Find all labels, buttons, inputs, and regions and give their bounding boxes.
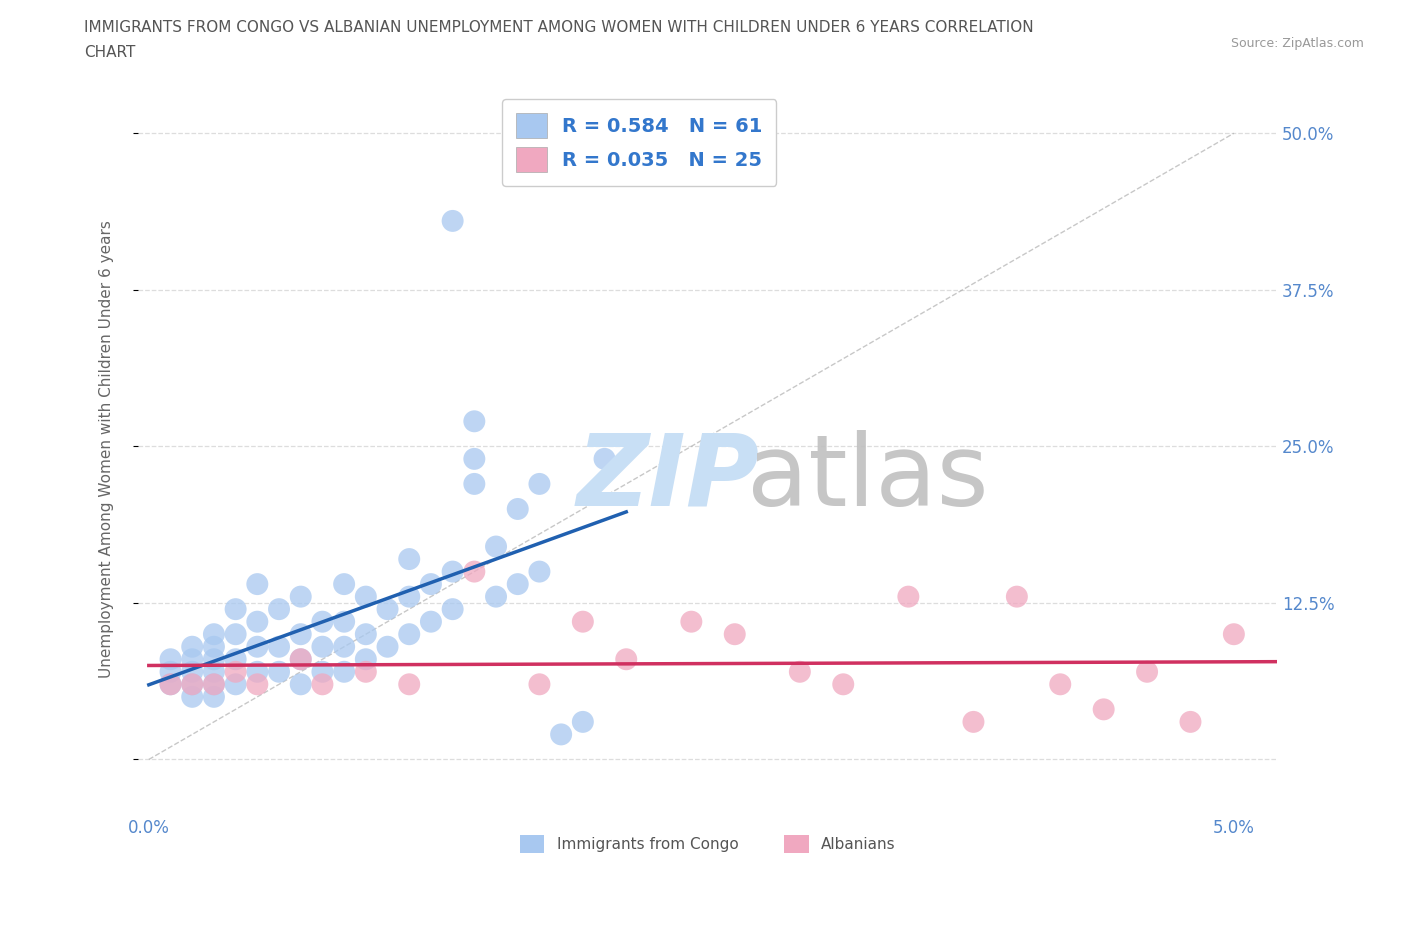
Point: [159, 677, 181, 692]
Point: [181, 677, 204, 692]
Point: [181, 652, 204, 667]
Point: [789, 664, 811, 679]
Point: [1223, 627, 1246, 642]
Point: [181, 639, 204, 654]
Point: [290, 590, 312, 604]
Point: [398, 551, 420, 566]
Point: [506, 577, 529, 591]
Point: [419, 577, 441, 591]
Point: [529, 565, 551, 579]
Point: [246, 677, 269, 692]
Point: [354, 664, 377, 679]
Point: [267, 602, 290, 617]
Point: [159, 677, 181, 692]
Point: [290, 652, 312, 667]
Point: [572, 714, 595, 729]
Point: [311, 677, 333, 692]
Text: IMMIGRANTS FROM CONGO VS ALBANIAN UNEMPLOYMENT AMONG WOMEN WITH CHILDREN UNDER 6: IMMIGRANTS FROM CONGO VS ALBANIAN UNEMPL…: [84, 20, 1033, 35]
Point: [267, 639, 290, 654]
Point: [159, 652, 181, 667]
Point: [1092, 702, 1115, 717]
Point: [354, 652, 377, 667]
Point: [832, 677, 855, 692]
Point: [333, 614, 356, 629]
Point: [181, 664, 204, 679]
Point: [377, 639, 399, 654]
Point: [225, 677, 247, 692]
Point: [441, 214, 464, 229]
Point: [181, 677, 204, 692]
Point: [202, 664, 225, 679]
Point: [354, 627, 377, 642]
Point: [1136, 664, 1159, 679]
Point: [506, 501, 529, 516]
Point: [202, 689, 225, 704]
Point: [181, 689, 204, 704]
Point: [333, 639, 356, 654]
Point: [225, 627, 247, 642]
Point: [463, 414, 485, 429]
Point: [1180, 714, 1202, 729]
Point: [333, 577, 356, 591]
Text: atlas: atlas: [748, 430, 990, 526]
Point: [311, 664, 333, 679]
Point: [202, 652, 225, 667]
Text: CHART: CHART: [84, 45, 136, 60]
Point: [485, 590, 508, 604]
Point: [225, 664, 247, 679]
Point: [225, 602, 247, 617]
Point: [441, 565, 464, 579]
Point: [202, 639, 225, 654]
Point: [550, 727, 572, 742]
Point: [593, 451, 616, 466]
Point: [333, 664, 356, 679]
Point: [202, 677, 225, 692]
Point: [398, 590, 420, 604]
Point: [202, 677, 225, 692]
Y-axis label: Unemployment Among Women with Children Under 6 years: Unemployment Among Women with Children U…: [100, 220, 114, 678]
Point: [897, 590, 920, 604]
Point: [246, 639, 269, 654]
Point: [354, 590, 377, 604]
Point: [290, 652, 312, 667]
Point: [724, 627, 747, 642]
Point: [463, 451, 485, 466]
Point: [311, 614, 333, 629]
Point: [202, 627, 225, 642]
Point: [463, 476, 485, 491]
Point: [463, 565, 485, 579]
Point: [290, 677, 312, 692]
Text: ZIP: ZIP: [576, 430, 759, 526]
Legend: Immigrants from Congo, Albanians: Immigrants from Congo, Albanians: [513, 829, 901, 859]
Point: [485, 539, 508, 554]
Point: [1005, 590, 1028, 604]
Point: [225, 652, 247, 667]
Point: [572, 614, 595, 629]
Point: [681, 614, 703, 629]
Point: [398, 627, 420, 642]
Point: [377, 602, 399, 617]
Point: [246, 614, 269, 629]
Point: [159, 664, 181, 679]
Point: [419, 614, 441, 629]
Point: [441, 602, 464, 617]
Point: [246, 664, 269, 679]
Point: [311, 639, 333, 654]
Text: Source: ZipAtlas.com: Source: ZipAtlas.com: [1230, 37, 1364, 50]
Point: [962, 714, 984, 729]
Point: [267, 664, 290, 679]
Point: [1049, 677, 1071, 692]
Point: [529, 476, 551, 491]
Point: [246, 577, 269, 591]
Point: [290, 627, 312, 642]
Point: [529, 677, 551, 692]
Point: [398, 677, 420, 692]
Point: [614, 652, 637, 667]
